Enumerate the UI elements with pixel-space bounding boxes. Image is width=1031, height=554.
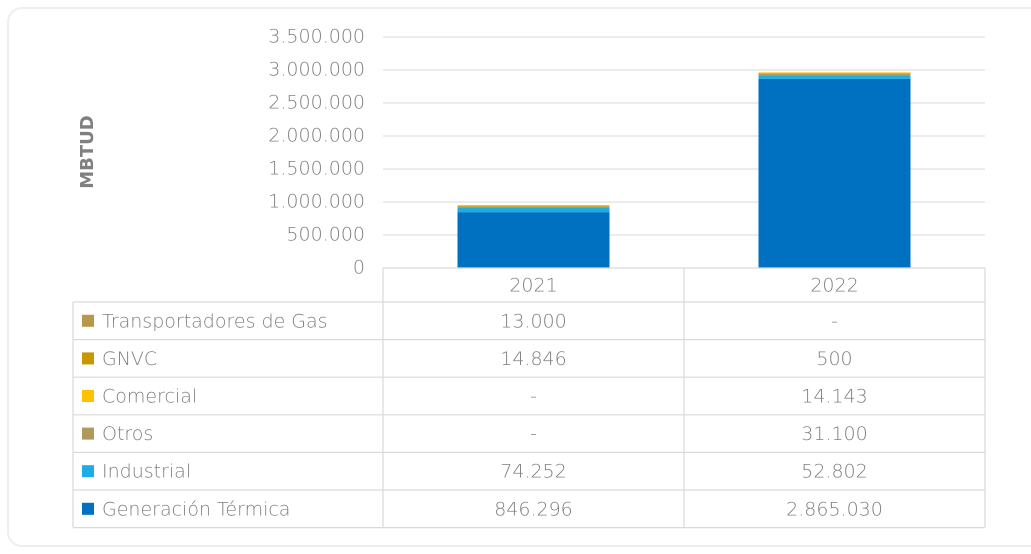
table-value: 14.143 [801, 386, 867, 408]
legend-label: Industrial [102, 461, 191, 483]
y-tick-label: 1.500.000 [268, 158, 365, 180]
legend-swatch [82, 352, 94, 365]
bar-segment [758, 78, 911, 268]
table-value: 52.802 [801, 461, 867, 483]
x-tick-label: 2022 [810, 275, 858, 297]
bar-segment [457, 205, 610, 207]
y-tick-label: 3.000.000 [268, 59, 365, 81]
legend-swatch [82, 314, 94, 327]
legend-swatch [82, 502, 94, 515]
legend-swatch [82, 465, 94, 478]
table-value: 74.252 [500, 461, 566, 483]
table-value: 500 [816, 348, 852, 370]
table-value: 14.846 [500, 348, 566, 370]
table-value: 13.000 [500, 310, 566, 332]
bar-segment [758, 75, 911, 79]
y-tick-label: 2.000.000 [268, 125, 365, 147]
bar-segment [457, 206, 610, 208]
legend-label: Comercial [102, 386, 197, 408]
y-tick-label: 0 [353, 257, 365, 279]
y-axis-title: MBTUD [77, 115, 98, 188]
legend-label: Otros [102, 423, 153, 445]
bar-segment [457, 207, 610, 213]
y-tick-label: 2.500.000 [268, 92, 365, 114]
table-value: - [530, 386, 537, 408]
bar-segment [758, 72, 911, 74]
table-value: 2.865.030 [786, 498, 883, 520]
legend-swatch [82, 427, 94, 440]
y-tick-label: 3.500.000 [268, 26, 365, 48]
legend-swatch [82, 390, 94, 402]
table-value: - [530, 423, 537, 445]
legend-label: GNVC [102, 348, 157, 370]
table-value: 846.296 [494, 498, 573, 520]
table-value: 31.100 [801, 423, 867, 445]
legend-label: Generación Térmica [102, 498, 290, 520]
legend-label: Transportadores de Gas [102, 310, 328, 332]
table-value: - [831, 310, 838, 332]
y-tick-label: 500.000 [286, 224, 365, 246]
x-tick-label: 2021 [509, 275, 557, 297]
y-tick-label: 1.000.000 [268, 191, 365, 213]
bar-segment [457, 212, 610, 268]
bar-segment [758, 73, 911, 76]
